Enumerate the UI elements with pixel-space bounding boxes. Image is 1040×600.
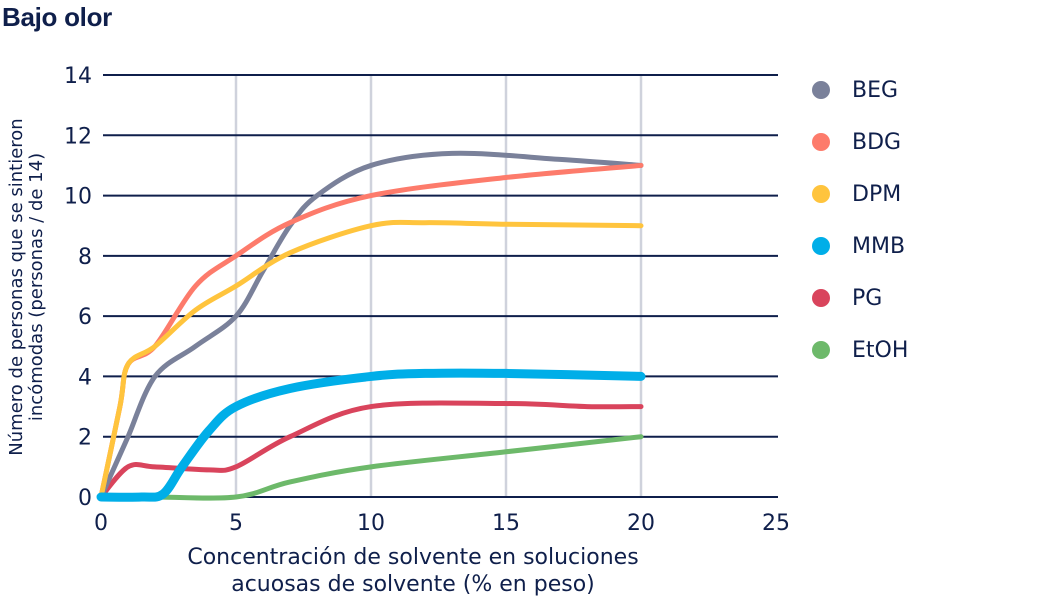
y-tick-label: 4 [78, 365, 92, 390]
x-axis-title-line-1: Concentración de solvente en soluciones [187, 545, 638, 570]
x-tick-label: 15 [492, 511, 520, 536]
y-axis-title-line-2: incómodas (personas / de 14) [26, 153, 47, 421]
legend: BEG BDG DPM MMB PG EtOH [812, 64, 908, 376]
legend-item-beg: BEG [812, 64, 908, 116]
x-tick-label: 5 [229, 511, 243, 536]
x-tick-label: 20 [627, 511, 655, 536]
legend-dot-icon [812, 237, 830, 255]
series-lines [96, 150, 646, 502]
y-tick-label: 2 [78, 426, 92, 451]
legend-label: MMB [852, 233, 906, 259]
legend-dot-icon [812, 289, 830, 307]
y-tick-labels: 0 2 4 6 8 10 12 14 [64, 64, 92, 511]
legend-dot-icon [812, 81, 830, 99]
y-tick-label: 8 [78, 245, 92, 270]
legend-item-dpm: DPM [812, 168, 908, 220]
x-tick-label: 10 [357, 511, 385, 536]
series-line-mmb [96, 368, 646, 502]
legend-label: PG [852, 285, 883, 311]
legend-item-mmb: MMB [812, 220, 908, 272]
legend-label: BEG [852, 77, 899, 103]
x-tick-label: 0 [94, 511, 108, 536]
y-tick-label: 10 [64, 185, 92, 210]
x-tick-labels: 0 5 10 15 20 25 [94, 511, 790, 536]
vertical-gridlines [234, 75, 643, 497]
y-tick-label: 14 [64, 64, 92, 89]
legend-item-bdg: BDG [812, 116, 908, 168]
series-line-pg [98, 400, 644, 500]
legend-label: EtOH [852, 337, 909, 363]
legend-item-pg: PG [812, 272, 908, 324]
legend-label: DPM [852, 181, 902, 207]
legend-dot-icon [812, 341, 830, 359]
legend-dot-icon [812, 133, 830, 151]
y-axis-title-line-1: Número de personas que se sintieron [6, 118, 27, 455]
x-tick-label: 25 [762, 511, 790, 536]
horizontal-gridlines [103, 74, 778, 498]
legend-label: BDG [852, 129, 902, 155]
legend-item-etoh: EtOH [812, 324, 908, 376]
x-axis-title-line-2: acuosas de solvente (% en peso) [231, 572, 595, 597]
series-line-beg [98, 150, 644, 500]
y-axis-title: Número de personas que se sintieron incó… [6, 118, 47, 455]
y-tick-label: 12 [64, 124, 92, 149]
series-line-dpm [98, 219, 644, 500]
legend-dot-icon [812, 185, 830, 203]
y-tick-label: 6 [78, 305, 92, 330]
y-tick-label: 0 [78, 486, 92, 511]
chart-title: Bajo olor [2, 2, 112, 32]
